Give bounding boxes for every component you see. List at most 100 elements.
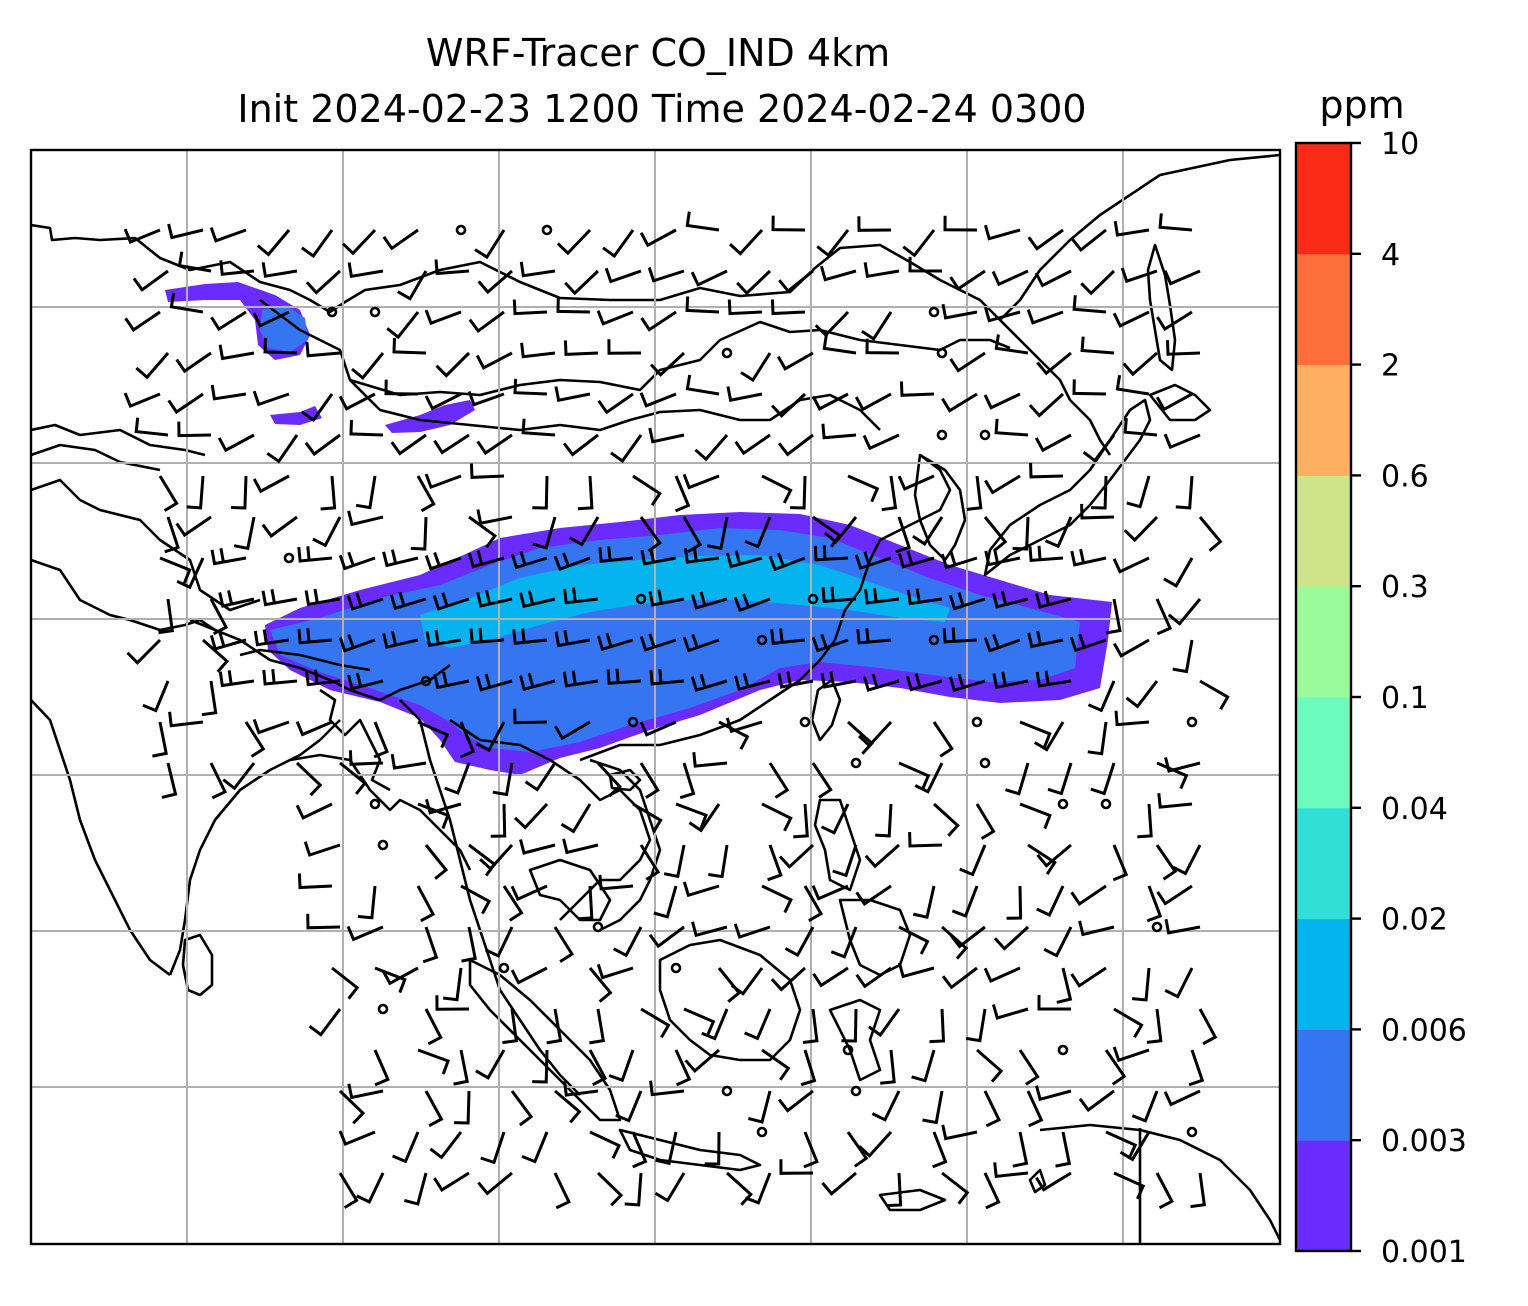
- wind-barb: [164, 516, 180, 554]
- wind-barb: [490, 803, 507, 838]
- wind-barb: [477, 1171, 513, 1196]
- wind-barb-calm: [326, 306, 338, 318]
- wind-barb: [262, 669, 298, 686]
- wind-barb: [647, 267, 685, 283]
- wind-barb: [416, 475, 436, 513]
- wind-barb: [261, 262, 298, 278]
- wind-barb: [123, 228, 161, 245]
- wind-barb-calm: [670, 962, 682, 974]
- wind-barb: [564, 269, 600, 296]
- wind-barb: [983, 1172, 1001, 1210]
- wind-barb: [1175, 475, 1194, 510]
- wind-barb: [941, 1171, 970, 1205]
- wind-barb: [632, 474, 662, 507]
- wind-barb: [469, 463, 505, 479]
- wind-barb: [176, 557, 205, 590]
- wind-barb: [1087, 680, 1116, 713]
- wind-barb: [734, 673, 771, 692]
- wind-barb: [346, 925, 384, 942]
- wind-barb: [941, 392, 978, 413]
- wind-barb: [640, 548, 677, 566]
- wind-barb: [717, 967, 742, 1003]
- wind-barb: [728, 228, 764, 256]
- wind-barb: [864, 587, 900, 605]
- colorbar-tick-label: 2: [1381, 349, 1400, 384]
- wind-barb: [682, 881, 720, 898]
- plume-dusty-north-2: [270, 406, 322, 425]
- wind-barb: [1188, 1049, 1205, 1087]
- wind-barb: [513, 708, 548, 725]
- wind-barb: [424, 473, 462, 490]
- wind-barb: [898, 925, 930, 955]
- wind-barb: [308, 1008, 342, 1037]
- sri-lanka: [181, 933, 214, 997]
- coast-myanmar: [399, 699, 492, 961]
- wind-barb: [123, 392, 161, 409]
- wind-barb: [252, 310, 290, 328]
- wind-barb: [655, 1131, 678, 1166]
- wind-barb: [734, 433, 771, 456]
- wind-barb: [467, 390, 505, 407]
- wind-barb: [832, 844, 858, 878]
- java: [618, 1128, 762, 1172]
- wind-barb: [725, 1171, 753, 1206]
- wind-barb: [596, 963, 634, 980]
- border-central-asia: [31, 478, 261, 612]
- wind-barb: [1164, 967, 1194, 999]
- wind-barb: [1164, 757, 1201, 773]
- wind-barb: [560, 803, 592, 834]
- wind-barb: [624, 1172, 643, 1207]
- wind-barb: [519, 590, 556, 609]
- wind-barb: [932, 721, 954, 758]
- wind-barb: [965, 1008, 987, 1043]
- wind-barb: [553, 926, 575, 963]
- wind-barb: [1012, 1131, 1029, 1168]
- wind-barb: [210, 548, 247, 566]
- wind-barb: [1026, 309, 1064, 325]
- wind-barb: [983, 633, 1021, 653]
- wind-barb: [386, 311, 420, 340]
- wind-barb: [862, 433, 900, 451]
- wind-barb-calm: [721, 347, 733, 359]
- wind-barb-calm: [756, 634, 768, 646]
- wind-barb: [1055, 1131, 1072, 1168]
- wind-barb: [1120, 267, 1158, 284]
- wind-barb: [648, 925, 685, 949]
- wind-barb: [209, 598, 229, 636]
- wind-barb: [857, 216, 892, 232]
- wind-barb: [1080, 269, 1116, 296]
- wind-barb: [1119, 1131, 1151, 1162]
- wind-barb: [959, 844, 987, 877]
- wind-barb: [390, 433, 427, 456]
- wind-barb-calm: [592, 921, 604, 933]
- wind-barb: [1112, 638, 1150, 658]
- wind-barb: [424, 1008, 443, 1046]
- wind-barb-calm: [1100, 798, 1112, 810]
- wind-barb: [297, 873, 333, 890]
- wind-barb: [357, 885, 377, 920]
- wind-barb: [475, 721, 506, 753]
- wind-barb: [814, 310, 850, 338]
- wind-barb: [1163, 557, 1194, 588]
- wind-barb-calm: [369, 306, 381, 318]
- wind-barb: [524, 762, 557, 792]
- wind-barb: [1035, 1171, 1072, 1192]
- wind-barb: [502, 885, 524, 922]
- wind-barb: [1104, 1049, 1127, 1086]
- wind-barb: [975, 803, 996, 840]
- wind-barb: [740, 352, 772, 383]
- wind-barb: [1035, 1085, 1072, 1102]
- wind-barb: [521, 1131, 549, 1164]
- wind-barb: [346, 592, 384, 611]
- colorbar: ppm 0.001 0.003 0.006 0.02 0.04 0.1 0.3 0.6 2 4 10: [1294, 83, 1467, 1270]
- wind-barb: [1078, 1089, 1115, 1113]
- map-panel: [31, 150, 1280, 1244]
- wind-barb: [868, 1008, 901, 1038]
- wind-barb: [295, 802, 333, 820]
- wind-barb: [871, 1090, 901, 1122]
- wind-barb: [694, 434, 729, 462]
- coastlines: [31, 153, 1280, 1244]
- wind-barb: [161, 762, 178, 799]
- wind-barb: [822, 334, 857, 355]
- wind-barb: [1172, 639, 1194, 674]
